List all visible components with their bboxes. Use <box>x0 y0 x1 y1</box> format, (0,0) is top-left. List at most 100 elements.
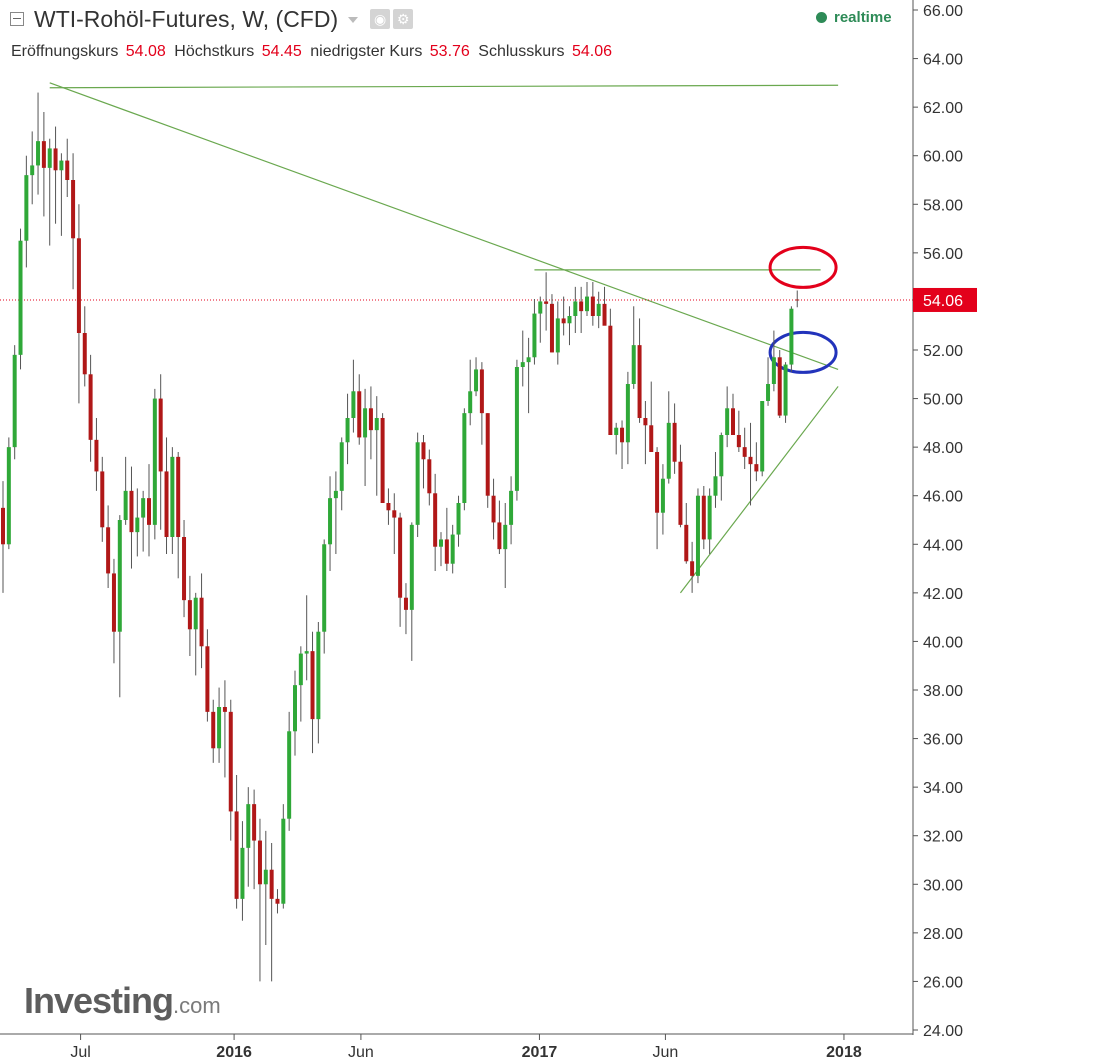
candle-down <box>199 597 204 647</box>
price-tick-label: 52.00 <box>923 343 963 360</box>
candle-up <box>193 597 198 630</box>
candle-down <box>491 495 496 523</box>
candle-down <box>433 493 438 547</box>
trendline <box>679 386 839 594</box>
candle-up <box>141 498 146 518</box>
eye-icon[interactable]: ◉ <box>370 9 391 29</box>
candle-up <box>456 503 461 535</box>
trendline <box>49 82 839 370</box>
last-price-label: 54.06 <box>923 293 963 310</box>
candles-layer <box>1 92 800 982</box>
candle-up <box>240 847 245 899</box>
chevron-down-icon[interactable] <box>348 17 359 23</box>
candle-down <box>100 471 105 528</box>
ohlc-legend: Eröffnungskurs 54.08 Höchstkurs 54.45 ni… <box>11 43 616 61</box>
candle-down <box>129 490 134 533</box>
candle-down <box>608 325 613 435</box>
gear-icon[interactable]: ⚙ <box>393 9 414 29</box>
candle-up <box>281 818 286 904</box>
logo-main: Investing <box>24 980 174 1021</box>
open-label: Eröffnungskurs <box>11 43 119 60</box>
candle-down <box>176 456 181 537</box>
candle-down <box>444 539 449 564</box>
candle-up <box>409 524 414 610</box>
candle-up <box>695 495 700 576</box>
candle-down <box>736 435 741 448</box>
candle-down <box>392 510 397 518</box>
candle-down <box>637 345 642 418</box>
candle-down <box>275 898 280 904</box>
candle-down <box>205 646 210 712</box>
candle-down <box>187 600 192 630</box>
candle-up <box>12 354 17 448</box>
candle-down <box>182 537 187 601</box>
candle-down <box>690 561 695 576</box>
candle-up <box>713 476 718 496</box>
candle-down <box>222 707 227 712</box>
candle-down <box>76 238 81 333</box>
close-value: 54.06 <box>571 43 613 60</box>
price-tick-label: 32.00 <box>923 829 963 846</box>
candle-up <box>333 490 338 499</box>
price-tick-label: 66.00 <box>923 3 963 20</box>
blue-circle-annotation <box>768 330 838 374</box>
candle-up <box>351 391 356 418</box>
candle-down <box>94 439 99 472</box>
price-tick-label: 64.00 <box>923 52 963 69</box>
candle-up <box>526 357 531 363</box>
price-tick-label: 58.00 <box>923 197 963 214</box>
candle-up <box>339 442 344 491</box>
price-tick-label: 60.00 <box>923 149 963 166</box>
candle-down <box>602 303 607 326</box>
instrument-title[interactable]: WTI-Rohöl-Futures, W, (CFD) <box>34 5 339 32</box>
candle-up <box>328 498 333 545</box>
candle-down <box>485 413 490 496</box>
candle-up <box>625 384 630 443</box>
candle-up <box>596 303 601 316</box>
candle-up <box>152 398 157 525</box>
close-label: Schlusskurs <box>478 43 565 60</box>
low-label: niedrigster Kurs <box>310 43 423 60</box>
candle-down <box>672 422 677 462</box>
candle-up <box>660 478 665 513</box>
candle-down <box>368 408 373 431</box>
collapse-icon[interactable] <box>10 12 24 26</box>
candle-up <box>363 408 368 438</box>
candle-down <box>228 711 233 812</box>
price-tick-label: 30.00 <box>923 877 963 894</box>
candle-up <box>304 651 309 654</box>
candle-up <box>135 517 140 533</box>
candle-up <box>30 165 35 176</box>
candle-down <box>257 840 262 885</box>
candle-up <box>567 316 572 324</box>
price-tick-label: 24.00 <box>923 1023 963 1040</box>
horizontal-line <box>49 84 839 89</box>
candle-down <box>147 498 151 525</box>
logo-suffix: .com <box>173 993 221 1018</box>
candle-down <box>620 427 625 443</box>
candle-down <box>544 301 549 304</box>
status-dot-icon <box>816 12 827 23</box>
price-tick-label: 38.00 <box>923 683 963 700</box>
candle-up <box>719 435 724 477</box>
candle-up <box>24 175 29 241</box>
candle-up <box>555 318 560 353</box>
candle-down <box>742 447 747 457</box>
candle-down <box>579 301 584 312</box>
candle-down <box>71 180 76 239</box>
axes-layer: 66.0064.0062.0060.0058.0056.0054.0052.00… <box>0 0 977 1061</box>
candle-down <box>795 299 800 301</box>
candle-up <box>47 148 52 168</box>
candle-up <box>666 422 671 479</box>
candle-up <box>18 240 23 355</box>
last-price-tag <box>913 287 977 312</box>
candle-up <box>450 534 455 564</box>
price-tick-label: 56.00 <box>923 246 963 263</box>
candle-down <box>777 357 782 416</box>
candle-up <box>538 301 543 314</box>
low-value: 53.76 <box>429 43 470 60</box>
candle-up <box>573 301 578 316</box>
candle-down <box>252 804 257 841</box>
realtime-label: realtime <box>834 9 892 26</box>
